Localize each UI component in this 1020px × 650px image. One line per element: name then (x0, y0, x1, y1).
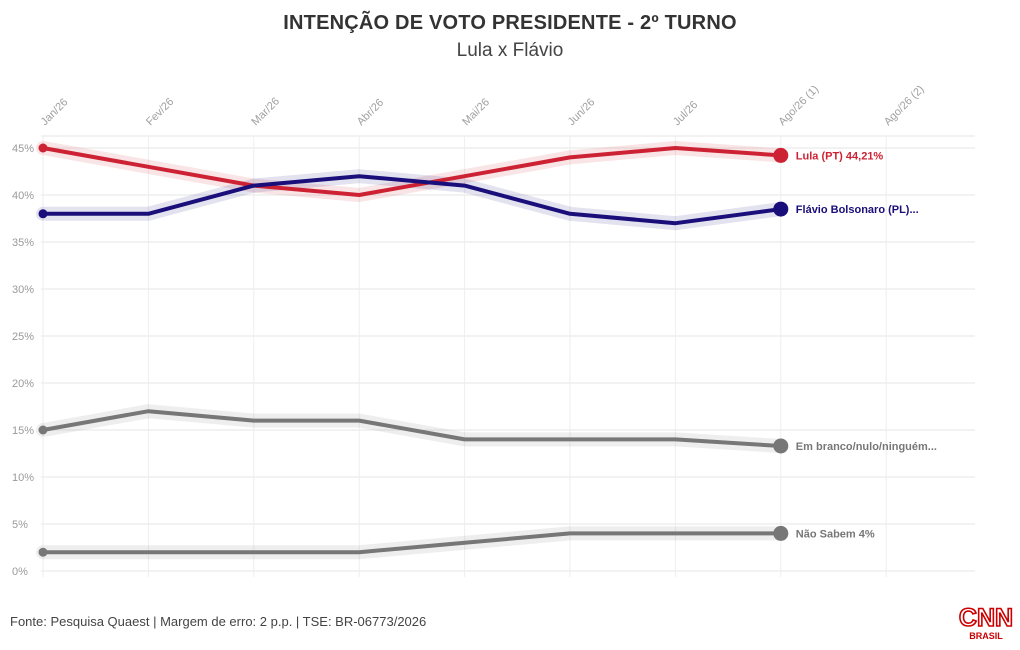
y-tick-label: 25% (12, 331, 34, 343)
series-end-point (773, 147, 789, 163)
x-tick-label: Ago/26 (2) (882, 83, 927, 128)
y-tick-label: 5% (12, 519, 28, 531)
y-tick-label: 35% (12, 237, 34, 249)
y-tick-label: 40% (12, 190, 34, 202)
cnn-brasil-logo: CNN BRASIL (958, 603, 1014, 641)
series-line (41, 146, 783, 197)
series-band (36, 141, 788, 202)
x-tick-label: Jun/26 (566, 96, 598, 128)
series-start-point (38, 209, 48, 219)
series-end-label: Lula (PT) 44,21% (796, 150, 884, 162)
series-line (41, 174, 783, 226)
y-tick-label: 20% (12, 378, 34, 390)
x-tick-label: Abr/26 (355, 97, 386, 128)
y-tick-label: 45% (12, 143, 34, 155)
chart-subtitle: Lula x Flávio (456, 40, 564, 61)
series-end-point (773, 525, 789, 541)
x-tick-label: Ago/26 (1) (776, 83, 821, 128)
source-note: Fonte: Pesquisa Quaest | Margem de erro:… (10, 614, 427, 629)
series-line (41, 409, 783, 448)
y-tick-label: 0% (12, 566, 28, 578)
series-end-point (773, 438, 789, 454)
series-end-label: Flávio Bolsonaro (PL)... (796, 204, 919, 216)
line-chart: Jan/26 Fev/26 Mar/26 Abr/26 Mai/26 Jun/26 Jul/… (12, 83, 975, 578)
series-start-point (38, 547, 48, 557)
x-tick-label: Mar/26 (249, 95, 282, 128)
x-tick-label: Fev/26 (144, 96, 176, 128)
series-start-point (38, 143, 48, 153)
logo-sub-text: BRASIL (969, 631, 1003, 641)
series-end-point (773, 201, 789, 217)
x-tick-label: Mai/26 (460, 96, 492, 128)
series-band (36, 169, 788, 231)
series-end-label: Não Sabem 4% (796, 528, 875, 540)
chart-title: INTENÇÃO DE VOTO PRESIDENTE - 2º TURNO (283, 12, 737, 34)
logo-main-text: CNN (959, 604, 1013, 632)
series-start-point (38, 425, 48, 435)
y-tick-label: 15% (12, 425, 34, 437)
y-tick-label: 30% (12, 284, 34, 296)
series-end-label: Em branco/nulo/ninguém... (796, 441, 937, 453)
x-tick-label: Jul/26 (671, 99, 700, 128)
series-line (41, 531, 783, 555)
y-tick-label: 10% (12, 472, 34, 484)
x-tick-label: Jan/26 (39, 96, 71, 128)
